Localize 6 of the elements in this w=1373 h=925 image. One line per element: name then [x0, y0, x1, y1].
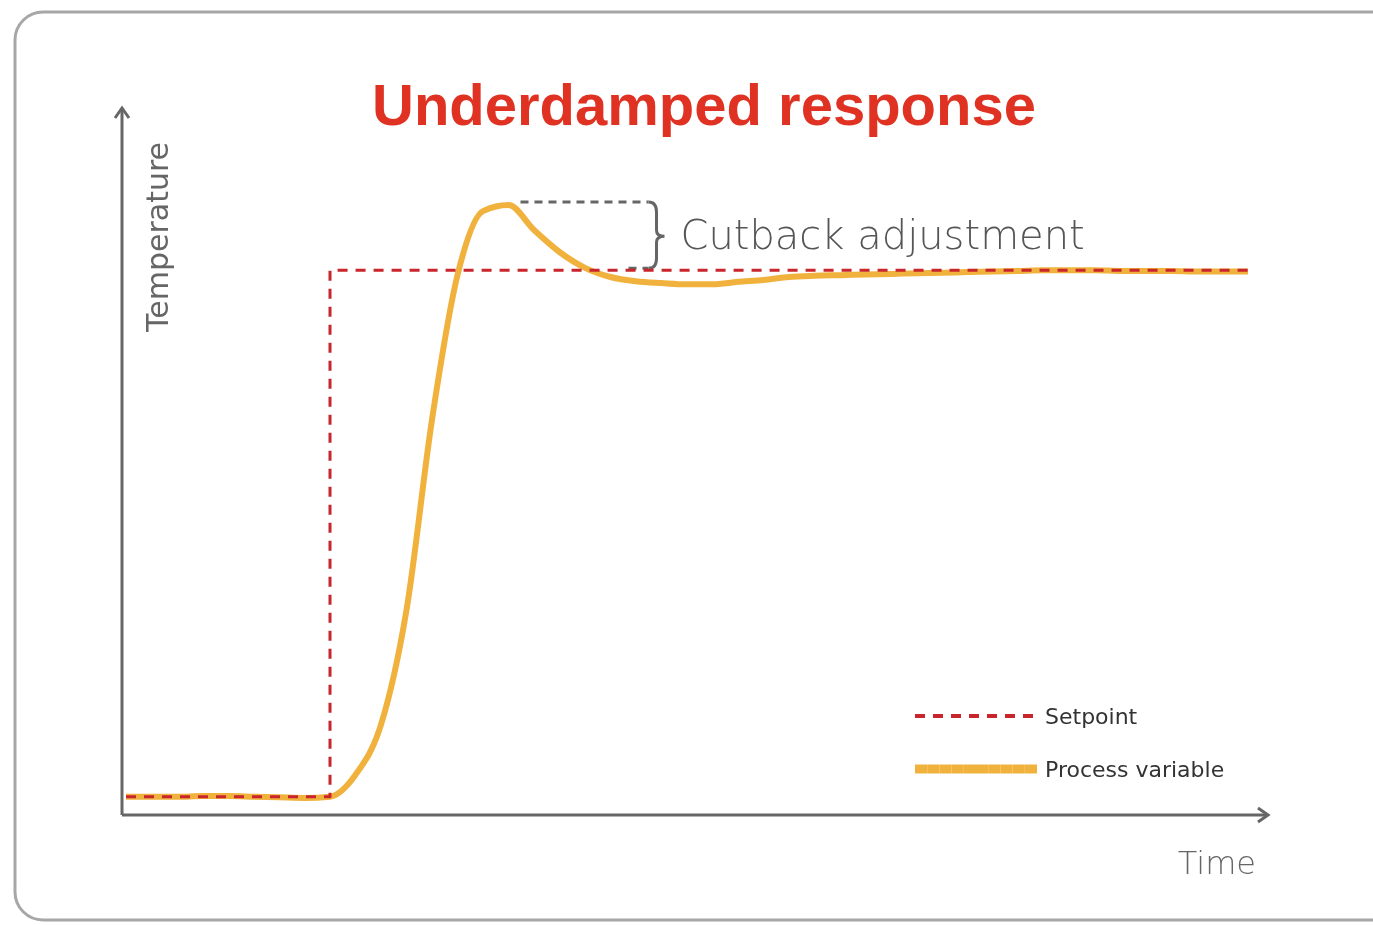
- legend-label: Setpoint: [1045, 704, 1138, 729]
- x-axis-title: Time: [1177, 844, 1256, 882]
- chart-title: Underdamped response: [372, 72, 1036, 137]
- legend-label: Process variable: [1045, 757, 1225, 782]
- annotation: Cutback adjustment: [680, 212, 1085, 259]
- y-axis-title: Temperature: [140, 141, 175, 333]
